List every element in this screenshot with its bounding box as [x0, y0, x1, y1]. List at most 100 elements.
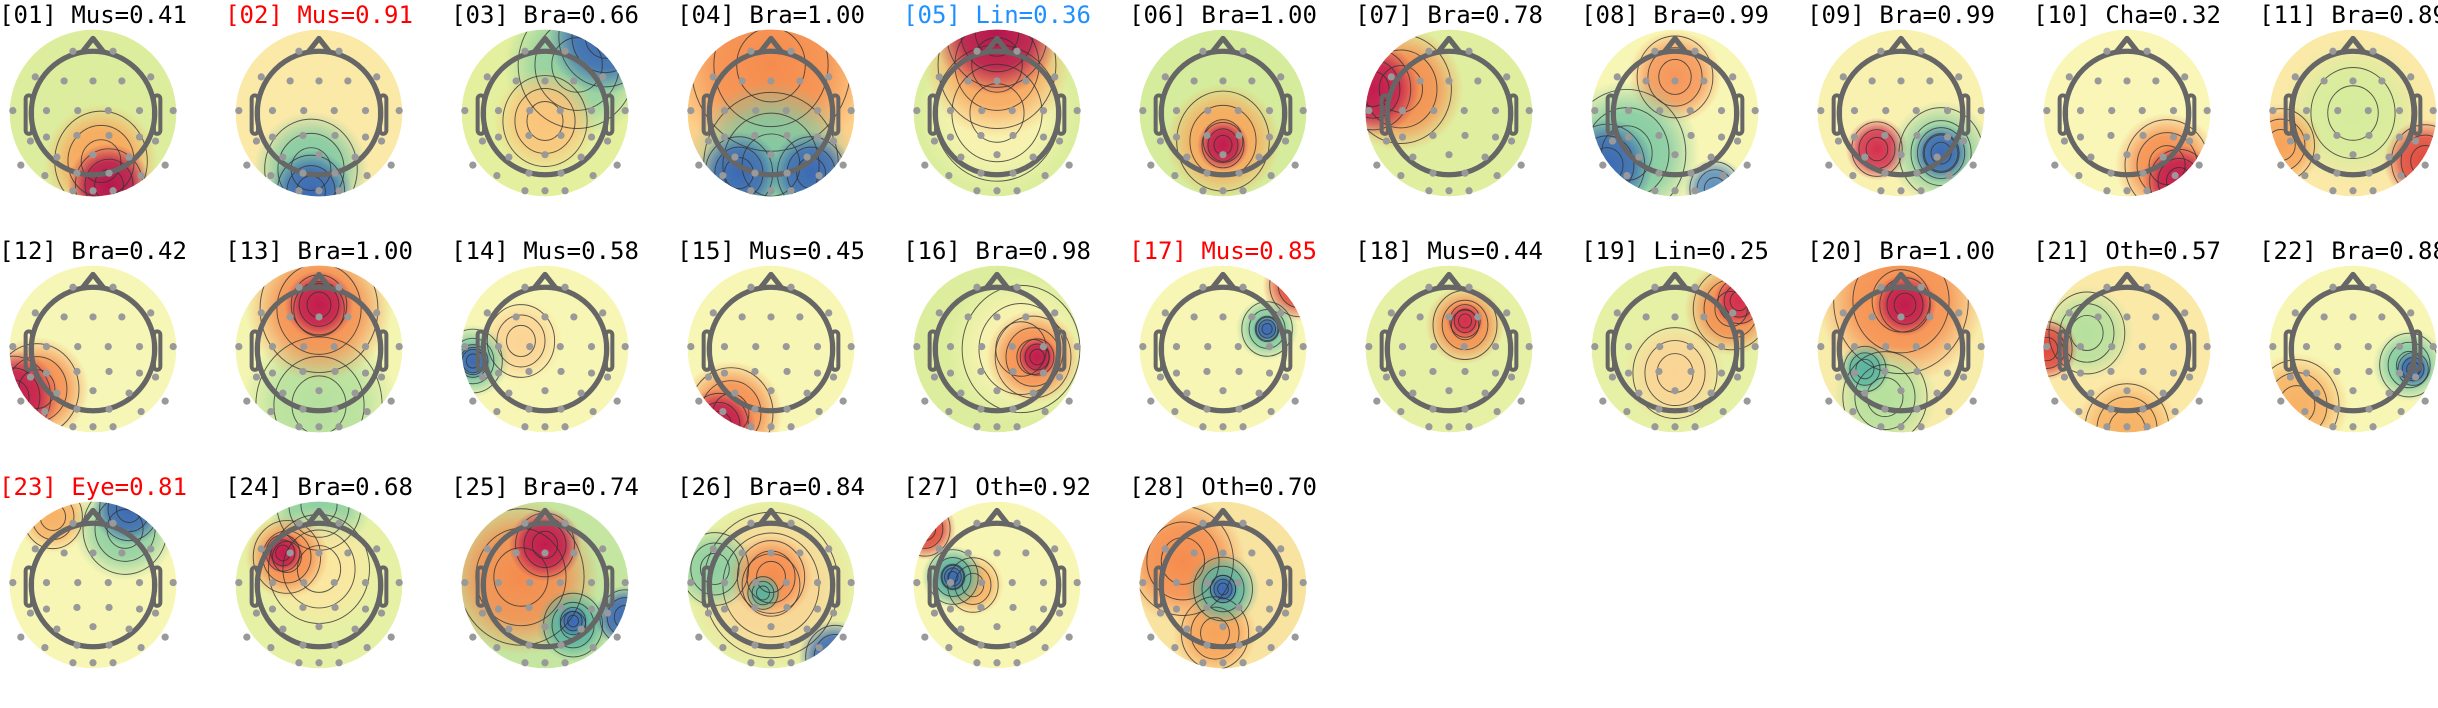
component-panel: [21] Oth=0.57 [2014, 236, 2240, 472]
right-ear-icon [151, 93, 163, 136]
electrode-marker [469, 397, 477, 405]
electrode-marker [1969, 397, 1977, 405]
contour-line [1453, 308, 1477, 334]
electrode-marker [1881, 367, 1889, 376]
electrode-marker [2365, 367, 2373, 376]
component-panel: [24] Bra=0.68 [206, 472, 432, 708]
contour-line [913, 501, 951, 557]
electrode-marker [839, 633, 847, 641]
electrode-marker [1850, 342, 1859, 351]
electrode-marker [299, 131, 307, 140]
electrode-marker [335, 47, 343, 55]
electrode-marker [752, 106, 760, 115]
left-ear-icon [23, 329, 35, 372]
contour-line [1842, 351, 1928, 433]
electrode-marker [978, 106, 986, 115]
electrode-marker [913, 106, 921, 115]
electrode-marker [1491, 369, 1500, 377]
electrode-marker [1055, 137, 1064, 145]
electrode-marker [109, 423, 117, 431]
right-ear-icon [603, 93, 615, 136]
electrode-marker [1203, 367, 1211, 376]
electrode-marker [118, 313, 126, 321]
electrode-marker [315, 423, 323, 431]
left-ear-icon [927, 565, 939, 608]
electrode-marker [1239, 47, 1247, 55]
component-panel: [22] Bra=0.88 [2240, 236, 2438, 472]
electrode-marker [1861, 153, 1869, 161]
electrode-marker [2076, 369, 2085, 377]
electrode-marker [9, 342, 17, 351]
electrode-marker [387, 161, 395, 169]
electrode-marker [2108, 106, 2116, 115]
contour-line [756, 560, 786, 594]
electrode-marker [478, 373, 487, 381]
nose-icon [1662, 271, 1688, 290]
electrode-marker [751, 169, 759, 177]
electrode-marker [1877, 187, 1885, 195]
contour-line [722, 112, 820, 197]
electrode-marker [796, 77, 804, 85]
contour-line [2070, 314, 2104, 351]
electrode-marker [2169, 133, 2178, 141]
electrode-marker [825, 73, 833, 81]
nose-icon [1662, 35, 1688, 54]
electrode-marker [1409, 153, 1417, 161]
contour-line [526, 101, 564, 141]
electrode-marker [1445, 313, 1453, 321]
electrode-marker [69, 187, 77, 195]
electrode-marker [373, 545, 381, 553]
nose-icon [984, 271, 1010, 290]
electrode-marker [1183, 389, 1191, 397]
electrode-marker [147, 309, 155, 317]
electrode-marker [1429, 169, 1437, 177]
electrode-marker [2334, 342, 2342, 351]
electrode-marker [2143, 187, 2151, 195]
electrode-marker [1445, 387, 1453, 395]
electrode-marker [813, 133, 822, 141]
electrode-marker [118, 549, 126, 557]
electrode-marker [1959, 373, 1968, 381]
electrode-marker [1398, 106, 1407, 115]
contour-line [2269, 359, 2340, 433]
nose-icon [758, 35, 784, 54]
electrode-marker [1517, 161, 1525, 169]
electrode-marker [1199, 423, 1207, 431]
electrode-marker [2333, 405, 2341, 413]
electrode-marker [589, 407, 597, 416]
electrode-marker [279, 625, 287, 633]
electrode-marker [1199, 519, 1207, 527]
electrode-marker [344, 77, 352, 85]
nose-icon [1210, 507, 1236, 526]
electrode-marker [738, 77, 746, 85]
electrode-marker [1599, 397, 1607, 405]
electrode-marker [395, 106, 403, 115]
left-ear-icon [249, 565, 261, 608]
electrode-marker [505, 625, 513, 633]
electrode-marker [577, 153, 585, 161]
contour-line [1591, 88, 1687, 197]
electrode-marker [1656, 106, 1664, 115]
electrode-marker [494, 133, 503, 141]
electrode-marker [26, 609, 35, 617]
right-ear-icon [1507, 329, 1519, 372]
left-ear-icon [1831, 329, 1843, 372]
electrode-marker [977, 603, 985, 612]
electrode-marker [2087, 153, 2095, 161]
electrode-marker [1022, 549, 1030, 557]
contour-line [1261, 323, 1273, 335]
nose-icon [2114, 35, 2140, 54]
electrode-marker [361, 342, 370, 351]
electrode-marker [957, 389, 965, 397]
right-ear-icon [151, 329, 163, 372]
electrode-marker [344, 313, 352, 321]
electrode-marker [42, 106, 51, 115]
right-ear-icon [603, 565, 615, 608]
electrode-marker [521, 47, 529, 55]
electrode-marker [2051, 397, 2059, 405]
electrode-marker [1203, 603, 1211, 612]
electrode-marker [556, 106, 564, 115]
contour-line [1029, 348, 1045, 366]
electrode-marker [1868, 77, 1876, 85]
electrode-marker [570, 313, 578, 321]
